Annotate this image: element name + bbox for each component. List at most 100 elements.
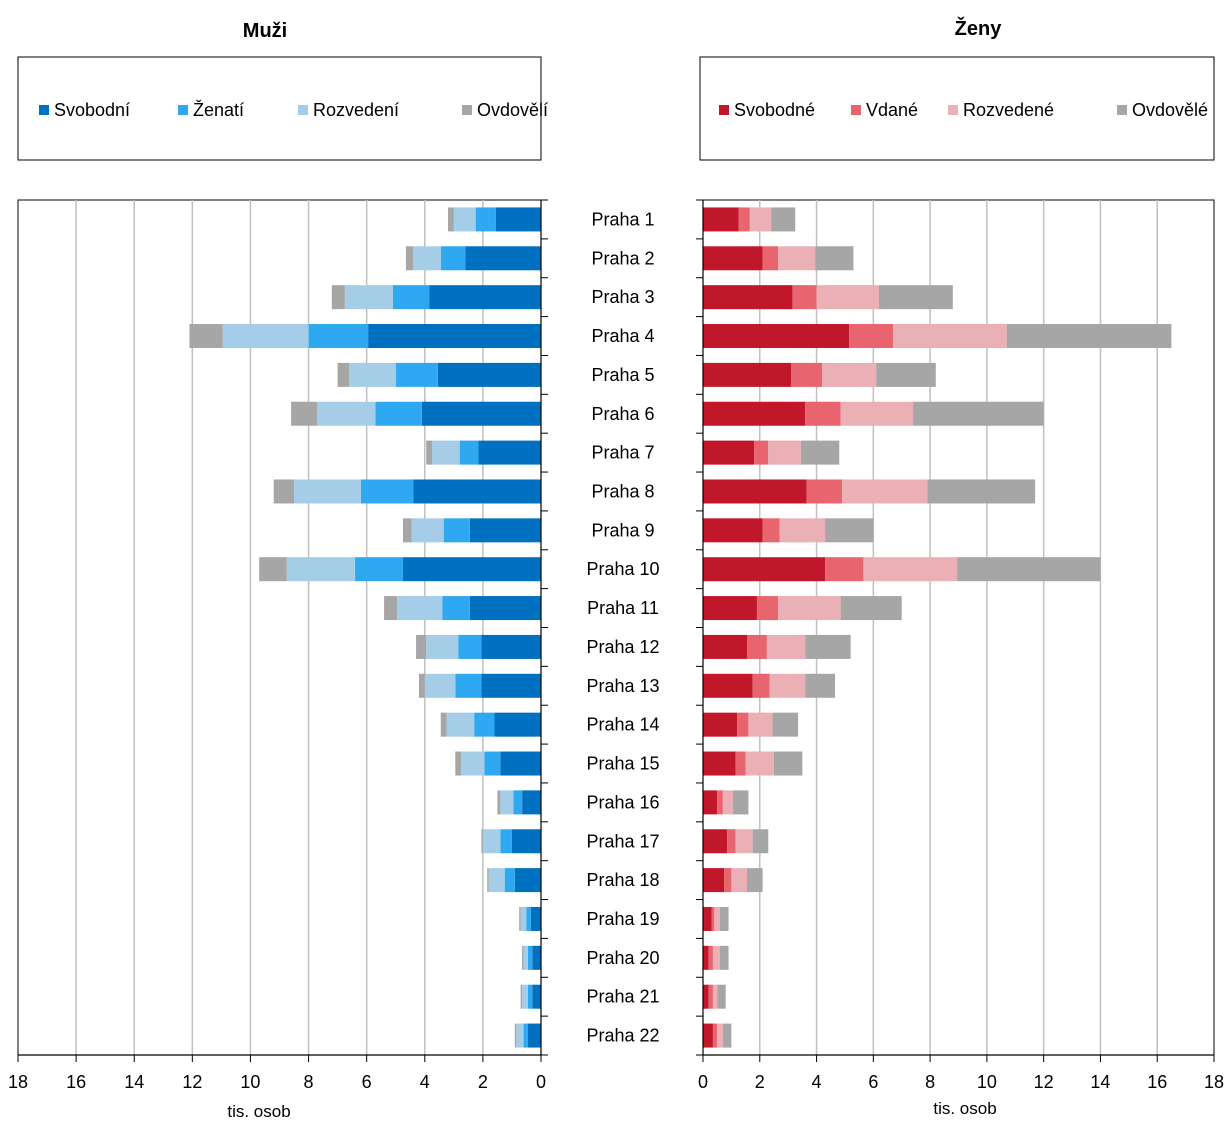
men-bar-segment (429, 285, 541, 310)
women-chart-title: Ženy (955, 16, 1003, 40)
women-bar-segment (752, 829, 769, 854)
women-tick-label: 12 (1034, 1072, 1054, 1092)
category-label: Praha 13 (586, 676, 659, 696)
men-tick-label: 2 (478, 1072, 488, 1092)
men-bar-segment (402, 557, 541, 582)
category-label: Praha 1 (591, 209, 654, 229)
women-bar-segment (749, 207, 772, 232)
women-bar-segment (773, 751, 803, 776)
men-bar-segment (286, 557, 356, 582)
category-label: Praha 10 (586, 559, 659, 579)
women-tick-label: 16 (1147, 1072, 1167, 1092)
category-label: Praha 17 (586, 831, 659, 851)
men-bar-segment (527, 984, 533, 1009)
women-bar-segment (703, 634, 748, 659)
women-bar-segment (735, 751, 746, 776)
women-bar-segment (791, 362, 823, 387)
women-bar-segment (703, 790, 718, 815)
men-bar-segment (474, 712, 495, 737)
men-bar-segment (475, 207, 496, 232)
women-bar-segment (747, 868, 763, 893)
women-bar-segment (840, 401, 914, 426)
women-bar-segment (703, 207, 739, 232)
women-bar-segment (825, 557, 864, 582)
men-bar-segment (397, 596, 443, 621)
men-tick-label: 16 (66, 1072, 86, 1092)
men-bar-segment (481, 829, 483, 854)
category-label: Praha 5 (591, 365, 654, 385)
men-tick-label: 12 (182, 1072, 202, 1092)
men-legend-label: Ženatí (193, 100, 244, 120)
women-bar-segment (712, 984, 718, 1009)
men-bar-segment (375, 401, 422, 426)
women-bar-segment (703, 906, 712, 931)
category-label: Praha 16 (586, 792, 659, 812)
men-bar-segment (465, 246, 541, 271)
women-bar-segment (722, 1023, 732, 1048)
men-bar-segment (500, 790, 514, 815)
men-bar-segment (189, 324, 223, 349)
women-legend-label: Rozvedené (963, 100, 1054, 120)
women-legend-swatch (851, 105, 861, 115)
women-bar-segment (1006, 324, 1172, 349)
category-label: Praha 7 (591, 443, 654, 463)
men-legend-swatch (178, 105, 188, 115)
men-bar-segment (291, 401, 318, 426)
men-legend-label: Svobodní (54, 100, 130, 120)
men-legend-swatch (298, 105, 308, 115)
men-bar-segment (349, 362, 396, 387)
men-bar-segment (522, 984, 528, 1009)
men-legend-box (17, 56, 542, 161)
men-bar-segment (426, 440, 433, 465)
men-bar-segment (495, 207, 541, 232)
category-label: Praha 4 (591, 326, 654, 346)
men-bar-segment (259, 557, 287, 582)
women-bar-segment (703, 945, 709, 970)
category-label: Praha 12 (586, 637, 659, 657)
men-bar-segment (523, 945, 528, 970)
women-legend-swatch (719, 105, 729, 115)
men-tick-label: 8 (304, 1072, 314, 1092)
men-bar-segment (469, 596, 541, 621)
men-bar-segment (360, 479, 414, 504)
women-bar-segment (768, 440, 801, 465)
men-legend-swatch (39, 105, 49, 115)
women-bar-segment (720, 945, 729, 970)
category-label: Praha 8 (591, 481, 654, 501)
men-bar-segment (440, 712, 447, 737)
men-tick-label: 0 (536, 1072, 546, 1092)
women-bar-segment (738, 207, 750, 232)
women-bar-segment (778, 246, 816, 271)
men-tick-label: 18 (8, 1072, 28, 1092)
men-tick-label: 4 (420, 1072, 430, 1092)
men-bar-segment (222, 324, 309, 349)
women-bar-segment (703, 440, 755, 465)
men-bar-segment (355, 557, 403, 582)
men-bar-segment (437, 362, 541, 387)
men-bar-segment (526, 906, 531, 931)
men-bar-segment (484, 751, 501, 776)
women-bar-segment (752, 673, 770, 698)
men-bar-segment (455, 673, 482, 698)
men-bar-segment (448, 207, 454, 232)
women-legend-swatch (948, 105, 958, 115)
women-bar-segment (840, 596, 902, 621)
women-bar-segment (731, 868, 748, 893)
men-bar-segment (513, 790, 523, 815)
category-label: Praha 15 (586, 754, 659, 774)
men-bar-segment (469, 518, 541, 543)
women-bar-segment (766, 634, 806, 659)
women-bar-segment (703, 1023, 713, 1048)
women-bar-segment (772, 712, 799, 737)
men-bar-segment (273, 479, 295, 504)
women-bar-segment (815, 246, 854, 271)
men-bar-segment (514, 868, 541, 893)
category-label: Praha 2 (591, 248, 654, 268)
women-x-axis-label: tis. osob (933, 1099, 996, 1118)
women-bar-segment (727, 829, 736, 854)
men-bar-segment (432, 440, 460, 465)
category-label: Praha 3 (591, 287, 654, 307)
women-bar-segment (762, 246, 779, 271)
men-bar-segment (497, 790, 501, 815)
women-bar-segment (762, 518, 780, 543)
